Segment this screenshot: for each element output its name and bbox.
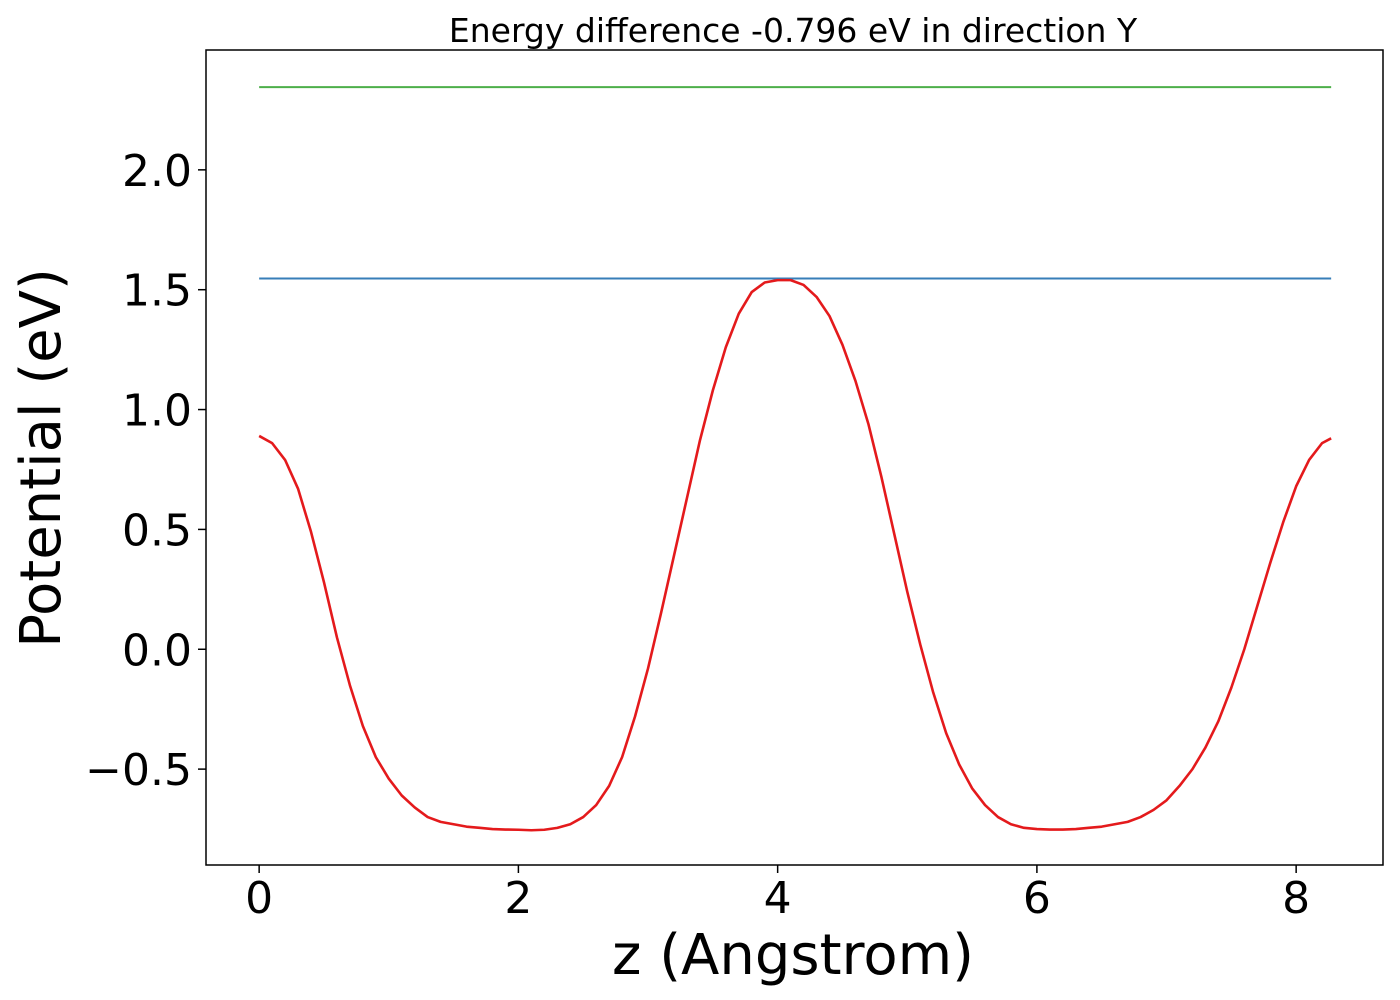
y-tick-label: −0.5 — [85, 745, 192, 796]
x-tick-label: 4 — [764, 873, 792, 924]
y-tick-label: 0.0 — [122, 625, 192, 676]
x-axis: 0 2 4 6 8 — [245, 865, 1310, 924]
x-axis-label: z (Angstrom) — [612, 923, 974, 988]
x-tick-label: 6 — [1023, 873, 1051, 924]
y-axis: −0.5 0.0 0.5 1.0 1.5 2.0 — [85, 146, 206, 796]
y-tick-label: 1.0 — [122, 386, 192, 437]
x-tick-label: 8 — [1282, 873, 1310, 924]
y-axis-label: Potential (eV) — [9, 268, 74, 648]
chart-title: Energy difference -0.796 eV in direction… — [449, 11, 1138, 50]
y-tick-label: 2.0 — [122, 146, 192, 197]
series-line-3 — [258, 278, 1332, 832]
axes-frame — [205, 49, 1384, 866]
y-tick-label: 0.5 — [122, 505, 192, 556]
x-tick-label: 2 — [504, 873, 532, 924]
y-tick-label: 1.5 — [122, 266, 192, 317]
x-tick-label: 0 — [245, 873, 273, 924]
plot-area — [258, 86, 1332, 832]
